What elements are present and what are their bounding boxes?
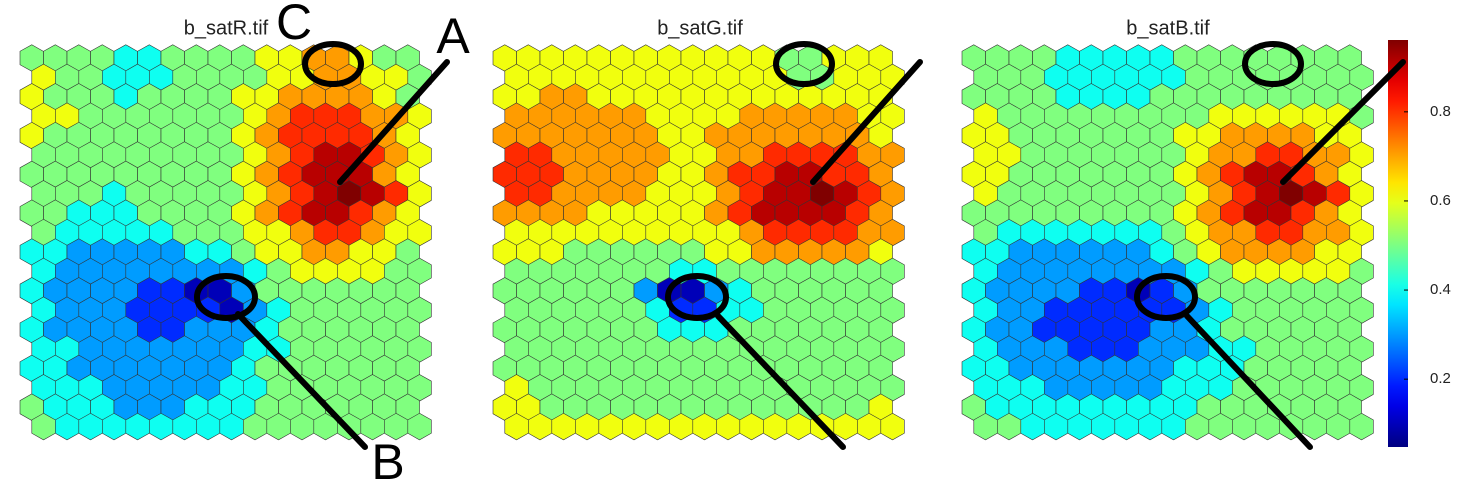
pointer-a (810, 59, 923, 185)
pointer-b (235, 311, 368, 450)
hex-cell (880, 412, 905, 441)
circle-c (773, 41, 835, 87)
circle-b (194, 273, 258, 321)
annotations: A B C (194, 0, 1406, 490)
pointer-b (1184, 313, 1313, 450)
colorbar-tick-label: 0.4 (1430, 281, 1451, 298)
pointer-b (715, 313, 846, 450)
annotation-letter: A (436, 8, 470, 64)
circle-c (302, 41, 364, 87)
circle-b (1134, 273, 1198, 321)
pointer-a (1280, 59, 1406, 185)
colorbar-tick-label: 0.8 (1430, 103, 1451, 120)
colorbar-tick-label: 0.2 (1430, 370, 1451, 387)
annotation-letter: B (371, 434, 404, 490)
circle-b (665, 273, 729, 321)
panel-title: b_satG.tif (657, 17, 743, 39)
pointer-a (337, 59, 450, 185)
colorbar (1388, 40, 1408, 447)
annotation-letter: C (276, 0, 312, 50)
hex-cell (407, 412, 432, 441)
hex-cell (1349, 412, 1374, 441)
panel-title: b_satR.tif (184, 17, 269, 39)
maps: b_satR.tif b_satG.tif b_satB.tif (19, 17, 1374, 441)
circle-c (1242, 41, 1304, 87)
panel-title: b_satB.tif (1126, 17, 1210, 39)
colorbar-tick-label: 0.6 (1430, 192, 1451, 209)
